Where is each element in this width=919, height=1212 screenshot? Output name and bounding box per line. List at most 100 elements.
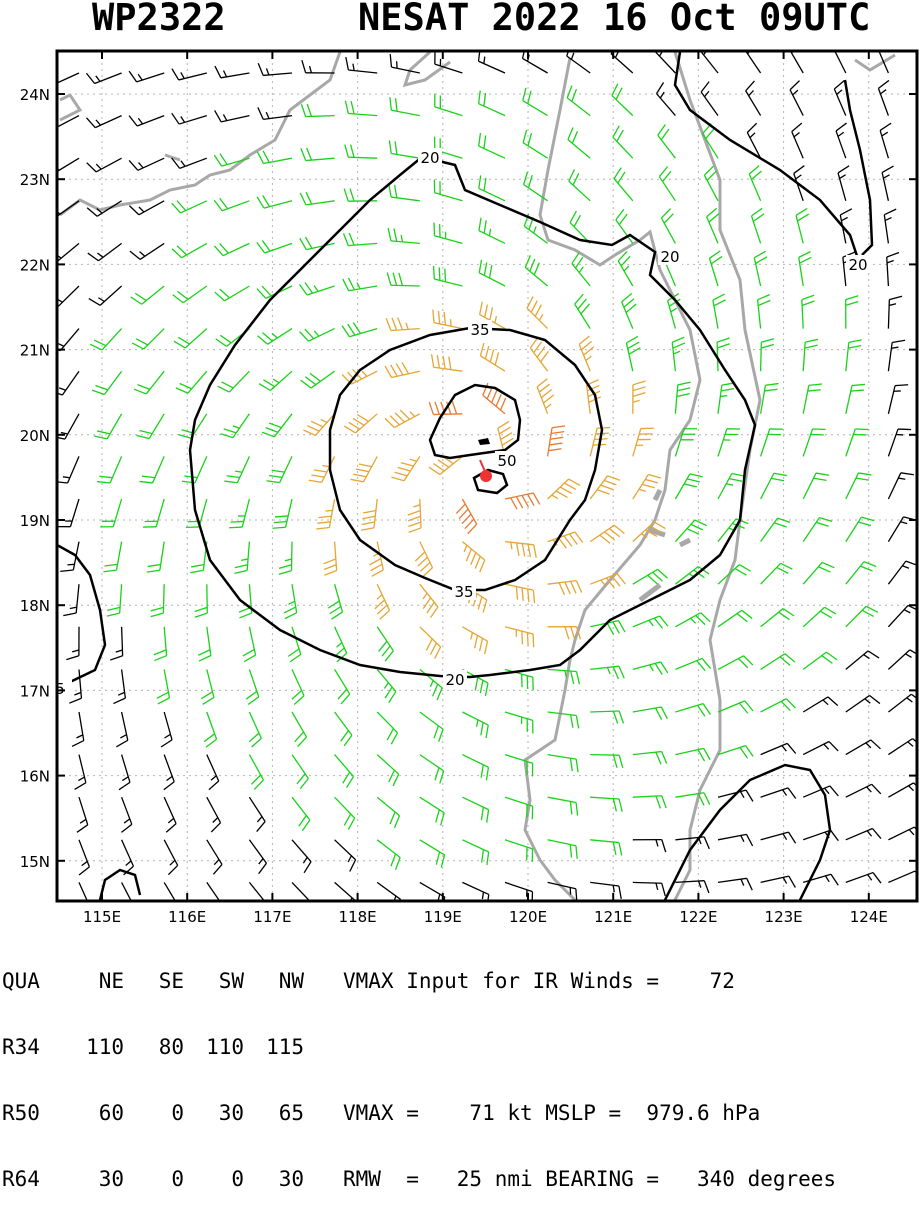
wind-barb <box>46 243 79 261</box>
wind-barb <box>803 830 838 841</box>
wind-barb <box>215 110 250 121</box>
wind-barb <box>201 669 214 704</box>
wind-barb <box>249 755 263 790</box>
wind-barb <box>527 297 548 329</box>
wind-barb <box>888 605 919 626</box>
wind-barb <box>718 701 753 713</box>
wind-barb <box>214 198 249 210</box>
wind-barb <box>656 40 676 73</box>
wind-barb <box>749 166 761 201</box>
lat-label: 18N <box>20 597 50 615</box>
wind-barb <box>408 499 421 532</box>
wind-barb <box>456 499 476 534</box>
wind-barb <box>659 167 675 201</box>
vmax-input-line: VMAX Input for IR Winds = 72 <box>343 970 836 992</box>
wind-barb <box>259 371 292 390</box>
wind-barb <box>151 584 165 616</box>
wind-barb <box>590 882 621 898</box>
wind-barb <box>434 180 462 201</box>
wind-barb <box>107 584 122 616</box>
wind-barb <box>377 797 399 828</box>
wind-barb <box>761 339 774 372</box>
wind-barb <box>229 499 249 528</box>
cell-ne: 110 <box>64 1036 124 1058</box>
wind-barb <box>88 243 122 260</box>
wind-barb <box>846 828 881 839</box>
wind-barb <box>613 126 633 158</box>
wind-barb <box>505 493 540 509</box>
wind-barb <box>888 473 913 499</box>
wind-barb <box>292 669 304 704</box>
wind-barb <box>433 310 463 329</box>
wind-barb <box>846 740 881 755</box>
wind-barb <box>129 158 164 170</box>
wind-barb <box>579 336 594 371</box>
wind-barb <box>195 584 208 617</box>
wind-barb <box>129 71 164 82</box>
wind-barb <box>548 426 565 457</box>
wind-barb <box>121 797 131 832</box>
wind-barb <box>505 584 535 603</box>
wind-barb <box>172 201 207 213</box>
wind-barb <box>838 166 849 201</box>
wind-barb <box>72 712 84 746</box>
wind-barb <box>66 627 79 660</box>
wind-barb <box>884 209 896 243</box>
wind-barb <box>672 337 685 371</box>
wind-barb <box>224 456 249 482</box>
lon-label: 117E <box>253 908 291 926</box>
contour-label: 50 <box>497 452 516 470</box>
wind-barb <box>675 520 706 542</box>
wind-barb <box>718 383 735 414</box>
wind-barb <box>267 456 292 482</box>
wind-barb <box>846 651 879 670</box>
wind-barb <box>351 456 378 481</box>
lon-label: 120E <box>509 908 547 926</box>
wind-barb <box>548 797 578 815</box>
cell-ne: 60 <box>64 1102 124 1124</box>
wind-barb <box>888 694 919 712</box>
wind-barb <box>328 584 342 619</box>
vmax-mslp-line: VMAX = 71 kt MSLP = 979.6 hPa <box>343 1102 836 1124</box>
wind-barb <box>190 542 206 573</box>
wind-barb <box>834 80 845 115</box>
wind-barb <box>57 499 79 527</box>
wind-barb <box>877 38 888 73</box>
wind-barb <box>79 840 89 875</box>
wind-barb <box>257 240 292 252</box>
wind-barb <box>887 252 899 286</box>
wind-barb <box>75 755 86 790</box>
lat-label: 17N <box>20 682 50 700</box>
wind-barb <box>284 584 297 618</box>
wind-barb <box>434 266 463 286</box>
wind-barb <box>164 840 177 875</box>
wind-barb <box>302 60 335 73</box>
wind-barb <box>131 286 164 304</box>
wind-barb <box>207 840 222 875</box>
wind-barb <box>888 871 919 882</box>
wind-barb <box>385 410 420 427</box>
wind-barb <box>709 251 722 286</box>
wind-barb <box>575 294 591 328</box>
wind-barb <box>462 755 488 781</box>
wind-barb <box>846 695 880 712</box>
wind-barb <box>147 542 164 573</box>
wind-barb <box>389 184 420 201</box>
wind-barb <box>530 337 548 371</box>
wind-barb <box>796 208 809 243</box>
wind-barb <box>846 384 865 413</box>
wind-barb <box>803 429 825 456</box>
wind-barb <box>87 158 122 172</box>
wind-barb <box>675 793 709 806</box>
wind-barb <box>803 607 836 627</box>
wind-barb <box>420 755 444 784</box>
wind-barb <box>590 840 621 856</box>
wind-barb <box>548 581 582 595</box>
wind-barb <box>377 840 400 870</box>
wind-barb <box>846 784 881 797</box>
lat-label: 20N <box>20 427 50 445</box>
wind-barb <box>548 669 580 684</box>
wind-barb <box>420 584 438 617</box>
